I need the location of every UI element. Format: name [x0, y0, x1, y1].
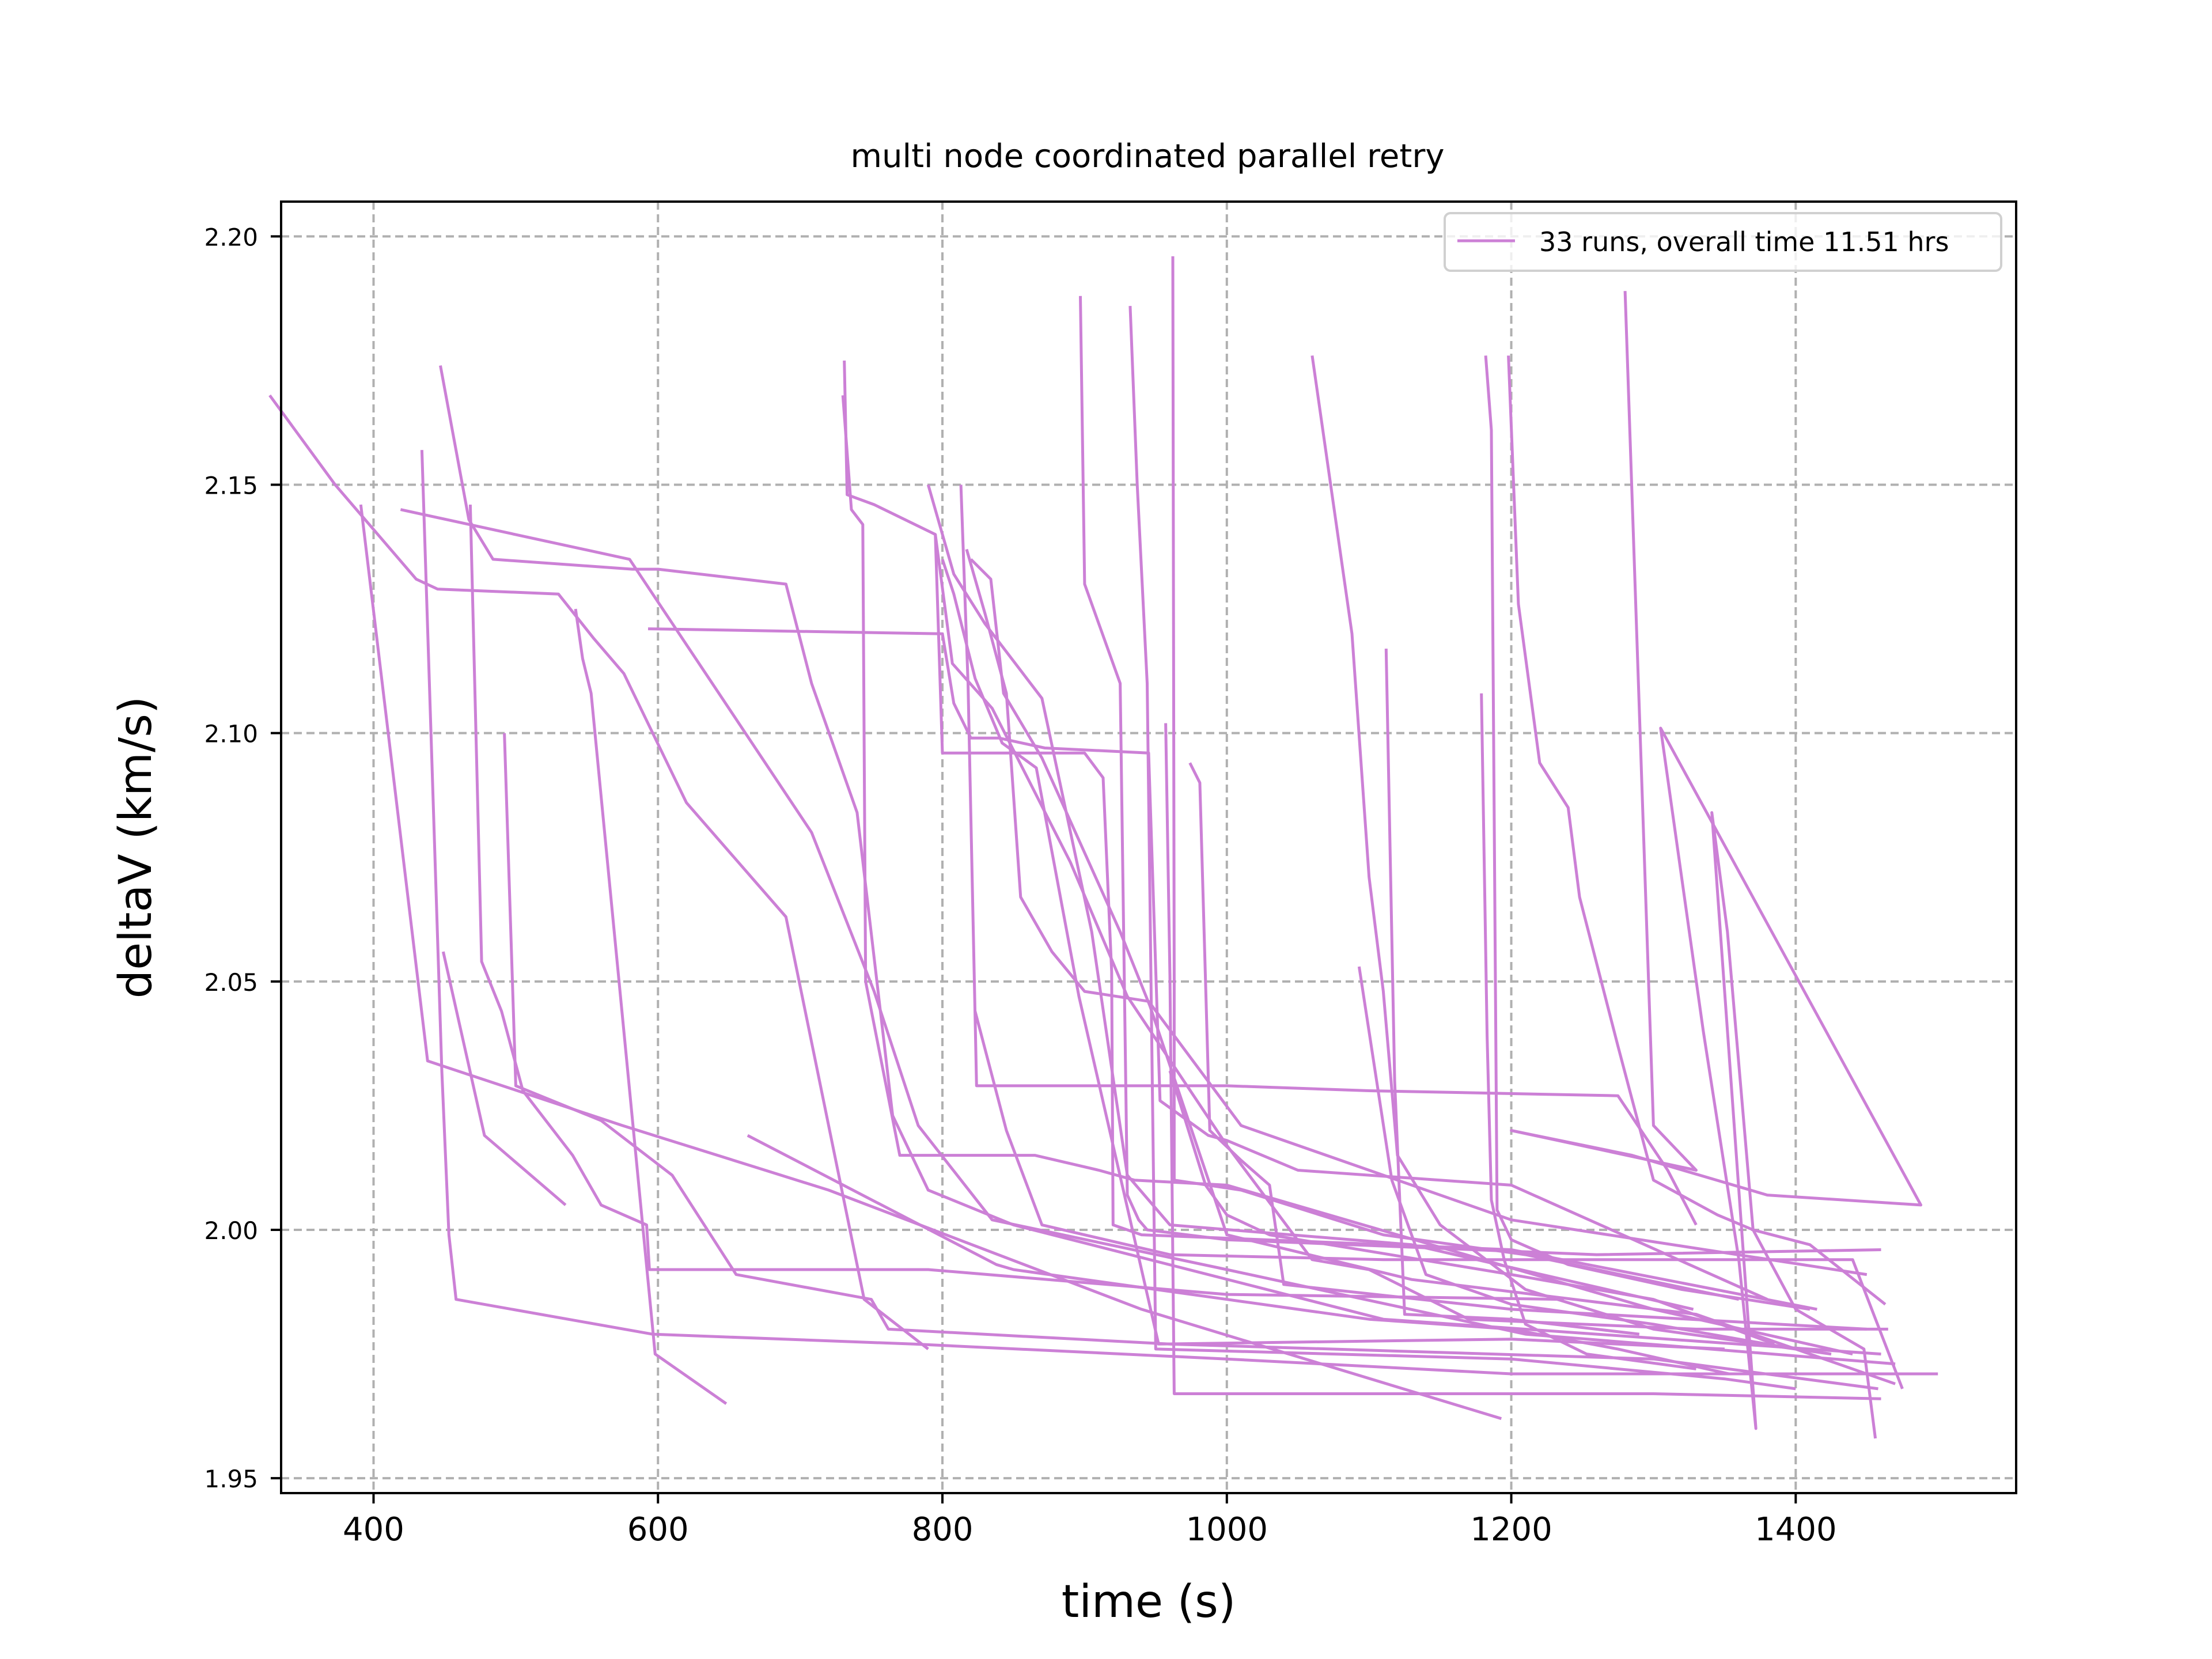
legend-box [1444, 212, 2002, 272]
series-line-run-24 [1164, 723, 1881, 1400]
series-line-run-20 [747, 1134, 1729, 1376]
series-line-run-3 [468, 504, 1564, 1301]
series-line-run-25 [1188, 762, 1867, 1331]
x-tick-label: 600 [627, 1511, 689, 1548]
x-tick-label: 1200 [1470, 1511, 1552, 1548]
series-line-run-8 [439, 365, 1881, 1356]
x-tick-label: 800 [912, 1511, 974, 1548]
y-tick-label: 2.10 [204, 720, 258, 748]
series-layer [268, 256, 1938, 1439]
y-tick-label: 1.95 [204, 1465, 258, 1493]
legend: 33 runs, overall time 11.51 hrs [1444, 212, 2002, 272]
legend-label: 33 runs, overall time 11.51 hrs [1539, 226, 1949, 257]
series-line-run-22 [1128, 306, 1796, 1391]
y-axis-label: deltaV (km/s) [110, 696, 162, 999]
series-line-run-33 [1510, 291, 1923, 1439]
series-line-run-30 [1480, 693, 1696, 1370]
series-line-run-28 [1357, 966, 1796, 1351]
y-tick-label: 2.00 [204, 1217, 258, 1245]
series-line-run-18 [941, 559, 1725, 1351]
series-line-run-1 [359, 504, 1502, 1421]
plot-frame [280, 200, 2017, 1494]
series-line-run-23 [1171, 256, 1740, 1301]
x-axis-label: time (s) [1062, 1576, 1236, 1628]
series-line-run-26 [1168, 1070, 1775, 1346]
y-tick-label: 2.20 [204, 223, 258, 251]
y-tick-label: 2.05 [204, 968, 258, 997]
series-line-run-29 [1384, 649, 1640, 1336]
x-tick-label: 1400 [1755, 1511, 1837, 1548]
series-line-run-15 [959, 484, 1698, 1226]
series-line-run-31 [1484, 355, 1810, 1311]
series-line-run-5 [503, 733, 1878, 1391]
series-line-run-17 [965, 548, 1868, 1277]
series-line-run-10 [843, 360, 1817, 1311]
series-line-run-7 [268, 394, 929, 1350]
series-line-run-32 [1507, 355, 1887, 1306]
series-line-run-9 [400, 508, 1896, 1366]
chart-title: multi node coordinated parallel retry [851, 138, 1445, 175]
series-line-run-6 [574, 608, 728, 1405]
x-tick-label: 400 [343, 1511, 404, 1548]
ticks: 400 600 800 1000 1200 1400 1.95 2.00 2.05 2.10 2.1… [204, 223, 1836, 1548]
series-line-run-19 [974, 1010, 1904, 1389]
series-line-run-4 [441, 951, 567, 1206]
x-tick-label: 1000 [1186, 1511, 1268, 1548]
y-tick-label: 2.15 [204, 472, 258, 500]
series-line-run-11 [841, 395, 1853, 1356]
